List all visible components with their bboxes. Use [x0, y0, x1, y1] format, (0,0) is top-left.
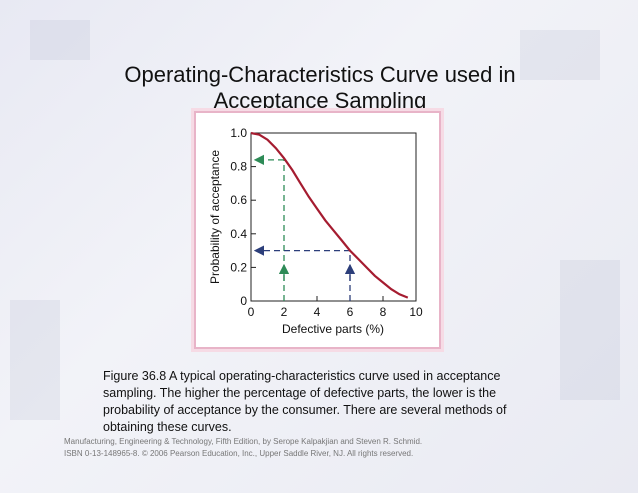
copyright-footer: Manufacturing, Engineering & Technology,…	[64, 436, 564, 460]
x-tick-label: 6	[347, 305, 354, 319]
x-tick-label: 4	[314, 305, 321, 319]
y-tick-label: 0	[240, 294, 247, 308]
footer-line-2: ISBN 0-13-148965-8. © 2006 Pearson Educa…	[64, 449, 414, 458]
y-tick-label: 1.0	[230, 126, 247, 140]
slide-title: Operating-Characteristics Curve used in …	[40, 62, 600, 114]
figure-frame	[194, 111, 441, 349]
figure-caption: Figure 36.8 A typical operating-characte…	[103, 369, 507, 434]
y-axis-label: Probability of acceptance	[208, 150, 222, 284]
background-texture	[520, 30, 600, 80]
x-tick-label: 0	[248, 305, 255, 319]
y-tick-label: 0.4	[230, 227, 247, 241]
x-tick-label: 2	[281, 305, 288, 319]
background-texture	[30, 20, 90, 60]
y-tick-label: 0.6	[230, 193, 247, 207]
x-axis-label: Defective parts (%)	[282, 322, 384, 336]
footer-line-1: Manufacturing, Engineering & Technology,…	[64, 437, 423, 446]
title-line-1: Operating-Characteristics Curve used in	[124, 62, 516, 87]
y-tick-label: 0.2	[230, 260, 247, 274]
y-tick-label: 0.8	[230, 160, 247, 174]
title-line-2: Acceptance Sampling	[213, 88, 427, 113]
y-axis-ticks: 0 0.2 0.4 0.6 0.8 1.0	[230, 126, 256, 308]
background-texture	[560, 260, 620, 400]
oc-curve-line	[250, 131, 409, 299]
plot-area	[250, 132, 417, 302]
guide-lines	[253, 154, 356, 301]
background-texture	[10, 300, 60, 420]
x-tick-label: 10	[409, 305, 423, 319]
x-tick-label: 8	[380, 305, 387, 319]
x-axis-ticks: 0 2 4 6 8 10	[248, 296, 423, 319]
